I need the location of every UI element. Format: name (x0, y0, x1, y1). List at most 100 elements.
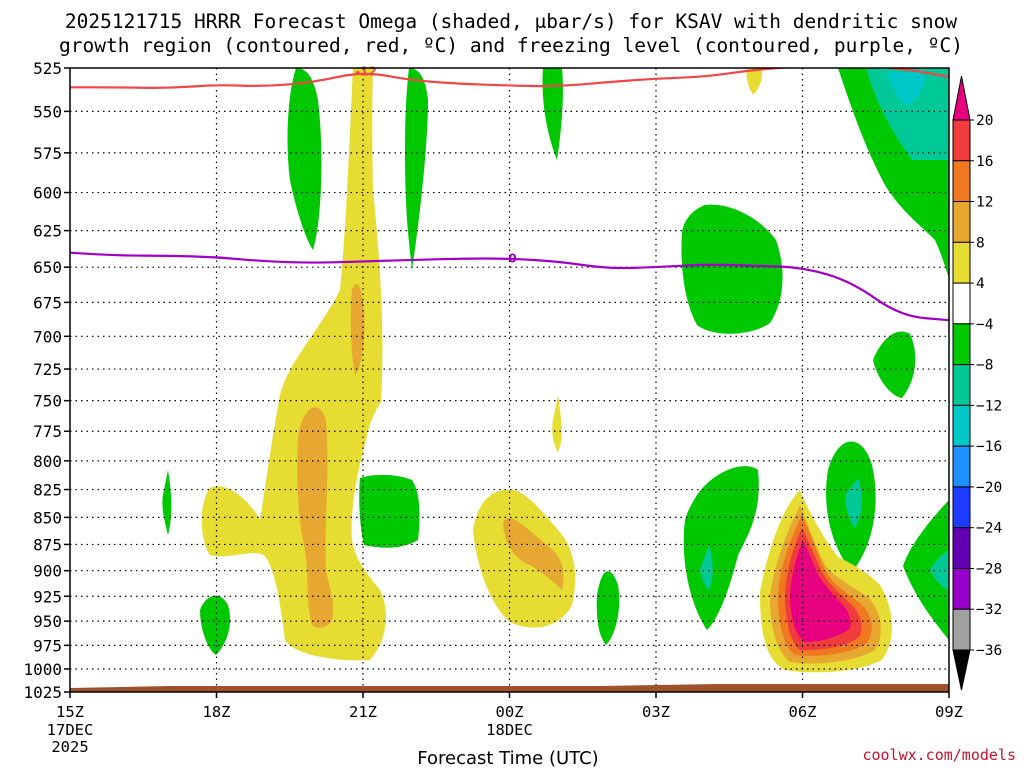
gold-region-2000-800mb (297, 407, 334, 628)
y-tick-label-925: 925 (33, 587, 62, 606)
green-region-1600-830mb (162, 470, 172, 535)
colorbar-label-2: 12 (976, 195, 993, 211)
green-region-1700-700mb (873, 331, 916, 398)
y-tick-label-775: 775 (33, 422, 62, 441)
green-region-upper-center (542, 68, 563, 160)
colorbar-segment-3 (952, 241, 971, 284)
colorbar-label-12: −32 (976, 602, 1002, 618)
y-tick-label-575: 575 (33, 144, 62, 163)
y-tick-label-875: 875 (33, 535, 62, 554)
colorbar-label-9: −20 (976, 480, 1002, 496)
colorbar-label-13: −36 (976, 643, 1002, 659)
y-tick-label-900: 900 (33, 562, 62, 581)
x-tick-label-06Z: 06Z (789, 703, 817, 721)
chart-title-line1: 2025121715 HRRR Forecast Omega (shaded, … (65, 10, 957, 33)
x-axis-label: Forecast Time (UTC) (417, 748, 598, 768)
x-tick-sublabel-00Z-0: 18DEC (486, 721, 533, 739)
colorbar-segment-10 (952, 527, 971, 569)
y-tick-label-950: 950 (33, 612, 62, 631)
colorbar-segment-11 (952, 567, 971, 610)
plot-area (70, 68, 949, 692)
y-tick-label-850: 850 (33, 508, 62, 527)
y-tick-label-625: 625 (33, 222, 62, 241)
colorbar-segment-1 (952, 160, 971, 203)
colorbar-label-11: −28 (976, 561, 1002, 577)
colorbar-segment-2 (952, 201, 971, 243)
contour-dendritic (70, 68, 949, 89)
x-tick-sublabel-15Z-1: 2025 (51, 738, 88, 756)
colorbar-bottom-arrow (952, 649, 971, 691)
omega-negative-strong-regions (700, 68, 949, 590)
x-tick-label-18Z: 18Z (203, 703, 231, 721)
terrain-surface (70, 684, 949, 692)
y-tick-label-650: 650 (33, 258, 62, 277)
colorbar-label-7: −12 (976, 398, 1002, 414)
gridlines (70, 68, 949, 692)
y-tick-label-800: 800 (33, 452, 62, 471)
green-region-0300-mid (681, 204, 783, 334)
green-region-0400-850mb (683, 466, 759, 630)
contour-freezing (70, 251, 949, 322)
y-tick-label-825: 825 (33, 481, 62, 500)
green-region-1800-950mb (200, 595, 231, 655)
colorbar-segment-0 (952, 119, 971, 162)
colorbar-segment-5 (952, 323, 971, 366)
contour-label-dendritic: -12 (355, 65, 377, 79)
colorbar-segment-4 (952, 282, 971, 325)
y-axis: 525 550 575 600 625 650 675 700 725 750 775 800 825 8… (23, 59, 70, 702)
colorbar-top-arrow (952, 75, 971, 121)
colorbar-label-5: −4 (976, 317, 994, 333)
green-region-0900-900mb (903, 500, 949, 640)
yellow-region-0500-530mb (746, 68, 763, 95)
teal-region-0900-900mb (930, 550, 949, 590)
magenta-region-0600 (790, 540, 851, 642)
green-region-0200-925mb (596, 571, 620, 645)
y-tick-label-700: 700 (33, 327, 62, 346)
colorbar-label-10: −24 (976, 521, 1002, 537)
y-tick-label-550: 550 (33, 102, 62, 121)
colorbar-label-0: 20 (976, 113, 993, 129)
x-tick-label-00Z: 00Z (496, 703, 524, 721)
colorbar-label-3: 8 (976, 235, 985, 251)
colorbar-segment-6 (952, 364, 971, 406)
contour-label-freezing: 0 (508, 252, 516, 266)
colorbar-segment-9 (952, 486, 971, 529)
x-tick-label-21Z: 21Z (349, 703, 377, 721)
y-tick-label-525: 525 (33, 59, 62, 78)
y-tick-label-750: 750 (33, 392, 62, 411)
colorbar-segment-12 (952, 608, 971, 651)
x-tick-label-09Z: 09Z (935, 703, 963, 721)
teal-region-upper-right (866, 68, 949, 160)
teal-region-0700-850mb (845, 478, 862, 528)
y-tick-label-1000: 1000 (23, 660, 62, 679)
y-tick-label-975: 975 (33, 636, 62, 655)
green-region-upper-mid (404, 68, 428, 270)
yellow-region-main-column (201, 68, 386, 661)
omega-negative-regions (162, 68, 949, 655)
colorbar-segment-7 (952, 404, 971, 447)
credit-text: coolwx.com/models (862, 746, 1016, 764)
colorbar-segment-8 (952, 445, 971, 488)
y-tick-label-1025: 1025 (23, 683, 62, 702)
omega-positive-strong-regions (778, 515, 872, 656)
green-region-2100-850mb (359, 474, 420, 548)
y-tick-label-600: 600 (33, 184, 62, 203)
gold-region-2100-700mb (350, 283, 365, 375)
y-tick-label-675: 675 (33, 293, 62, 312)
teal-region-0400-900mb (700, 545, 713, 590)
colorbar: 20 16 12 8 4 −4 −8 −12 −16 −20 −24 −28 −32 −36 (952, 75, 1002, 691)
contour-lines (70, 68, 949, 322)
colorbar-label-4: 4 (976, 276, 985, 292)
colorbar-label-6: −8 (976, 358, 993, 374)
x-tick-label-15Z: 15Z (56, 703, 84, 721)
y-tick-label-725: 725 (33, 360, 62, 379)
gold-region-0000-880mb (503, 517, 564, 590)
x-tick-label-03Z: 03Z (642, 703, 670, 721)
yellow-region-0100-790mb (552, 395, 562, 452)
green-region-upper-left (287, 68, 322, 250)
colorbar-label-1: 16 (976, 154, 993, 170)
colorbar-label-8: −16 (976, 439, 1002, 455)
chart-title-line2: growth region (contoured, red, ºC) and f… (59, 34, 963, 57)
